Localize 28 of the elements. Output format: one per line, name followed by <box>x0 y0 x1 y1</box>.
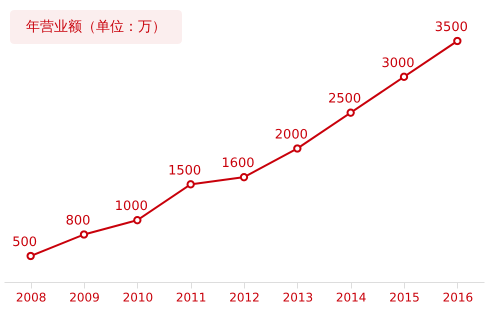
point <box>26 252 35 260</box>
point <box>240 173 248 182</box>
data-label: 3500 <box>434 20 468 35</box>
data-label: 3000 <box>381 56 415 71</box>
data-label: 1600 <box>221 156 255 172</box>
x-tick-label: 2009 <box>69 290 100 304</box>
x-tick-label: 2013 <box>282 290 314 304</box>
x-tick-label: 2016 <box>442 290 474 304</box>
point <box>80 230 88 239</box>
data-label: 500 <box>12 235 38 250</box>
x-tick-label: 2010 <box>122 290 154 304</box>
x-tick-label: 2011 <box>176 290 206 304</box>
data-label: 1500 <box>168 163 202 178</box>
point <box>186 180 195 188</box>
chart-title: 年营业额（单位：万） <box>10 10 182 44</box>
point <box>346 108 355 117</box>
point <box>453 36 462 46</box>
x-tick-label: 2008 <box>16 290 46 304</box>
point <box>293 144 302 153</box>
data-label: 800 <box>66 214 90 228</box>
x-tick-label: 2014 <box>336 290 366 304</box>
data-label: 2500 <box>328 92 362 107</box>
point <box>133 216 142 224</box>
data-label: 1000 <box>114 199 148 214</box>
x-tick-label: 2012 <box>229 290 260 304</box>
point <box>400 72 408 81</box>
data-label: 2000 <box>274 128 308 142</box>
x-tick-label: 2015 <box>389 290 420 304</box>
